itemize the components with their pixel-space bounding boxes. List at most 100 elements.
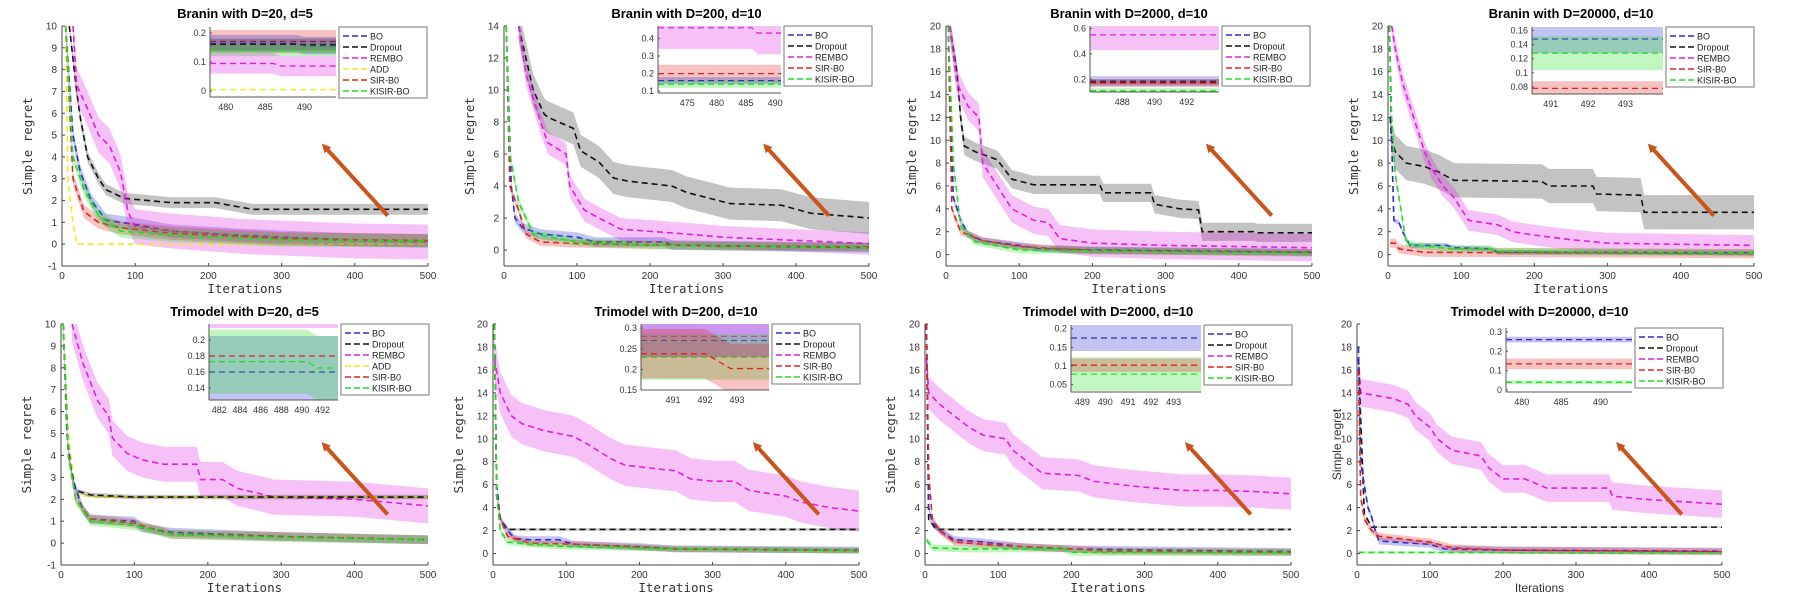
zoom-arrow-head [321,143,332,154]
series-band-rembo [949,26,1312,262]
inset-y-tick-label: 0.2 [1489,346,1502,356]
x-tick-label: 400 [1230,271,1247,282]
inset-x-tick-label: 491 [665,395,680,405]
y-tick-label: 0 [50,539,56,550]
x-tick-label: 100 [990,570,1007,581]
zoom-arrow-head [321,442,331,452]
zoom-arrow-head [1647,143,1658,154]
y-axis-label: Simple regret [462,97,477,195]
series-line-dropout [517,26,869,219]
x-tick-label: 0 [58,570,64,581]
y-tick-label: 16 [909,365,921,376]
inset-x-tick-label: 493 [1166,397,1181,407]
inset-x-tick-label: 490 [1593,397,1608,407]
inset-y-tick-label: 0.14 [1510,40,1528,50]
series-band-rembo [1358,344,1722,518]
x-tick-label: 200 [1495,570,1512,581]
inset-x-tick-label: 492 [315,405,330,415]
inset-x-tick-label: 485 [738,98,753,108]
legend-label: BO [370,31,383,41]
inset-x-tick-label: 492 [1179,97,1194,107]
series-line-rembo [1390,26,1754,247]
legend-label: REMBO [1666,354,1699,364]
inset-x-tick-label: 489 [1075,397,1090,407]
x-tick-label: 300 [1136,570,1153,581]
inset-band-sir-b0 [1532,81,1663,94]
series-line-rembo [71,324,428,507]
inset-x-tick-label: 492 [1143,397,1158,407]
y-tick-label: 4 [1346,503,1352,514]
inset-zoom: 482 484 486 488 490 492 0.14 0.16 0.18 0.2 [187,324,338,415]
inset-y-tick-label: 0.05 [1049,380,1067,390]
x-tick-label: 0 [943,271,949,282]
y-tick-label: 12 [477,411,489,422]
legend-label: Dropout [370,42,403,52]
y-tick-label: 6 [1377,182,1383,193]
legend-box [1221,25,1311,87]
inset-y-tick-label: 0.3 [1489,327,1502,337]
y-tick-label: 6 [1346,480,1352,491]
y-tick-label: 4 [493,182,499,193]
series-line-sir-b0 [1390,242,1754,255]
x-tick-label: 400 [1672,271,1689,282]
legend-label: BO [372,328,385,338]
y-tick-label: 8 [482,457,488,468]
series-line-kisir-bo [505,26,869,249]
inset-y-tick-label: 0.2 [192,335,205,345]
series-line-kisir-bo [493,324,859,552]
x-axis-label: Iterations [1070,580,1145,595]
x-tick-label: 400 [1641,570,1658,581]
series-line-sir-b0 [925,324,1291,554]
zoom-arrow [1208,146,1274,217]
series-line-kisir-bo [1388,26,1754,254]
legend-label: KISIR-BO [803,372,843,382]
y-tick-label: 9 [50,341,56,352]
inset-series-group [1090,26,1219,92]
series-band-rembo [72,26,428,260]
legend-label: BO [1666,332,1679,342]
series-band-bo [506,26,869,253]
y-tick-label: 0 [51,240,57,251]
inset-x-tick-label: 490 [294,405,309,415]
inset-x-tick-label: 491 [1543,99,1558,109]
series-group [64,26,428,260]
x-tick-label: 500 [1304,271,1321,282]
y-tick-label: 9 [51,43,57,54]
x-tick-label: 200 [200,271,217,282]
y-tick-label: 0 [914,549,920,560]
inset-x-tick-label: 490 [1098,397,1113,407]
y-tick-label: 16 [930,67,942,78]
x-tick-label: 200 [1526,271,1543,282]
y-tick-label: 12 [488,54,500,65]
y-tick-label: 14 [909,388,921,399]
y-tick-label: 18 [1372,44,1384,55]
series-line-add [64,26,428,245]
y-tick-label: 14 [930,90,942,101]
zoom-arrow-head [1616,442,1626,452]
inset-y-tick-label: 0.08 [1510,82,1528,92]
inset-y-tick-label: 0 [1497,385,1502,395]
legend-label: Dropout [1253,41,1286,51]
x-tick-label: 400 [1209,570,1226,581]
series-group [493,324,859,554]
y-tick-label: 6 [493,150,499,161]
y-tick-label: 10 [477,434,489,445]
chart-title: Branin with D=200, d=10 [611,6,761,21]
inset-x-tick-label: 493 [729,395,744,405]
inset-y-tick-label: 0.1 [1515,68,1528,78]
y-tick-label: 10 [488,86,500,97]
y-tick-label: 7 [51,87,57,98]
inset-band-sir-b0 [641,328,769,390]
y-tick-label: 4 [51,152,57,163]
inset-y-tick-label: 0.4 [641,33,654,43]
y-tick-label: 2 [50,495,56,506]
inset-series-group [641,324,769,390]
inset-x-tick-label: 488 [274,405,289,415]
x-axis-label: Iterations [1533,281,1608,296]
zoom-arrow-head [763,143,773,154]
x-axis-label: Iterations [207,281,282,296]
legend-label: ADD [370,64,390,74]
y-tick-label: 8 [1346,457,1352,468]
inset-series-group [1506,336,1632,385]
y-axis-label: Simple regret [451,396,466,494]
